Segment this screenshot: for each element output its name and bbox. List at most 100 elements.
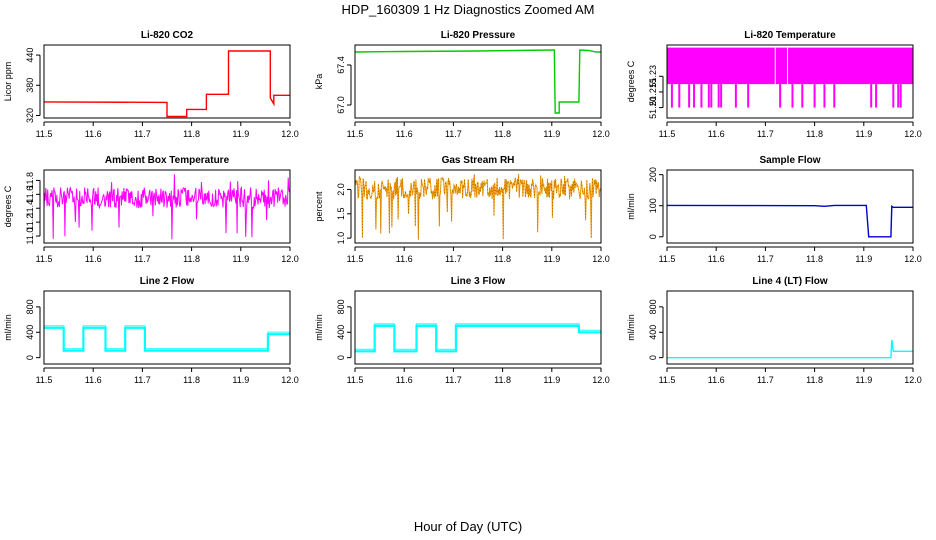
- x-tick-label: 11.5: [36, 254, 53, 264]
- plot-frame: [43, 290, 291, 365]
- chart-panel-4: Ambient Box Temperature degrees C 11.5 11.6…: [3, 155, 299, 264]
- plot-frame: [666, 44, 914, 119]
- series-line-noise: [44, 325, 290, 350]
- y-tick-label: 800: [336, 299, 346, 314]
- data-layer: [667, 339, 913, 359]
- y-tick-label: 67.4: [336, 56, 346, 74]
- y-tick-label: 0: [648, 355, 658, 360]
- x-tick-label: 11.8: [806, 254, 823, 264]
- y-axis-label: Licor ppm: [3, 62, 13, 102]
- y-axis-label: degrees C: [626, 60, 636, 102]
- x-tick-label: 11.9: [855, 375, 872, 385]
- y-tick-label: 400: [25, 325, 35, 340]
- series-line-noise: [355, 323, 601, 350]
- x-tick-label: 11.9: [232, 129, 249, 139]
- series-line: [44, 326, 290, 352]
- y-axis-label: ml/min: [3, 314, 13, 341]
- series-line: [667, 204, 913, 238]
- plot-frame: [43, 44, 291, 119]
- x-tick-label: 12.0: [281, 254, 299, 264]
- chart-title: Gas Stream RH: [442, 155, 515, 166]
- y-tick-label: 200: [648, 167, 658, 182]
- y-tick-label: 800: [648, 299, 658, 314]
- series-line: [44, 174, 290, 240]
- x-tick-label: 11.8: [806, 375, 823, 385]
- x-tick-label: 11.7: [757, 375, 774, 385]
- x-tick-label: 11.7: [757, 254, 774, 264]
- x-tick-label: 11.8: [183, 375, 200, 385]
- y-tick-label: 100: [648, 198, 658, 213]
- data-layer: [355, 174, 601, 240]
- chart-title: Line 2 Flow: [140, 276, 195, 287]
- data-layer: [44, 50, 290, 118]
- x-tick-label: 11.6: [85, 254, 102, 264]
- x-tick-label: 12.0: [592, 129, 610, 139]
- y-tick-label: 320: [25, 108, 35, 123]
- chart-panel-1: Li-820 CO2 Licor ppm 11.5 11.6 11.7 11.8 11.9 1…: [3, 30, 299, 139]
- y-tick-label: 67.0: [336, 96, 346, 114]
- y-axis-label: ml/min: [626, 314, 636, 341]
- series-band: [667, 47, 913, 85]
- y-tick-label: 1.0: [336, 232, 346, 245]
- x-tick-label: 12.0: [904, 375, 922, 385]
- x-tick-label: 11.8: [494, 254, 511, 264]
- x-tick-label: 11.8: [183, 254, 200, 264]
- y-tick-label: 0: [336, 355, 346, 360]
- y-tick-label: 51.23: [648, 65, 658, 88]
- y-axis-label: kPa: [314, 74, 324, 90]
- y-tick-label: 11.0: [25, 228, 35, 245]
- data-layer: [355, 323, 601, 353]
- x-tick-label: 12.0: [592, 375, 610, 385]
- y-tick-label: 11.8: [25, 172, 35, 189]
- y-tick-label: 2.0: [336, 183, 346, 196]
- x-tick-label: 11.7: [445, 254, 462, 264]
- x-tick-label: 12.0: [281, 375, 299, 385]
- y-tick-label: 11.4: [25, 200, 35, 217]
- x-tick-label: 11.5: [659, 129, 676, 139]
- x-tick-label: 11.6: [708, 375, 725, 385]
- series-line: [667, 339, 913, 359]
- x-tick-label: 12.0: [592, 254, 610, 264]
- chart-panel-5: Gas Stream RH percent 11.5 11.6 11.7 11.8 11.9…: [314, 155, 610, 264]
- chart-title: Ambient Box Temperature: [105, 155, 230, 166]
- series-line: [355, 324, 601, 353]
- x-tick-label: 11.5: [659, 254, 676, 264]
- x-tick-label: 11.7: [134, 375, 151, 385]
- chart-title: Line 4 (LT) Flow: [752, 276, 828, 287]
- y-tick-label: 51.215: [648, 78, 658, 106]
- plot-frame: [354, 44, 602, 119]
- chart-panel-3: Li-820 Temperature degrees C 11.5 11.6 11.7 1…: [626, 30, 922, 139]
- x-tick-label: 12.0: [281, 129, 299, 139]
- data-layer: [355, 49, 601, 114]
- chart-panel-8: Line 3 Flow ml/min 11.5 11.6 11.7 11.8 11.9 12.…: [314, 276, 610, 385]
- data-layer: [667, 204, 913, 238]
- series-line: [355, 49, 601, 114]
- plot-frame: [354, 169, 602, 244]
- chart-panel-7: Line 2 Flow ml/min 11.5 11.6 11.7 11.8 11.9 12.…: [3, 276, 299, 385]
- x-tick-label: 12.0: [904, 129, 922, 139]
- series-line: [44, 50, 290, 118]
- x-tick-label: 11.7: [134, 254, 151, 264]
- series-points: [355, 174, 601, 240]
- x-tick-label: 11.8: [806, 129, 823, 139]
- y-axis-label: degrees C: [3, 185, 13, 227]
- x-tick-label: 11.5: [347, 254, 364, 264]
- y-tick-label: 400: [648, 325, 658, 340]
- y-tick-label: 0: [25, 355, 35, 360]
- x-tick-label: 11.5: [347, 375, 364, 385]
- y-tick-label: 800: [25, 299, 35, 314]
- y-axis-label: ml/min: [626, 193, 636, 220]
- chart-title: Sample Flow: [759, 155, 820, 166]
- chart-panel-2: Li-820 Pressure kPa 11.5 11.6 11.7 11.8 11.9 12…: [314, 30, 610, 139]
- x-tick-label: 11.6: [396, 254, 413, 264]
- chart-panel-9: Line 4 (LT) Flow ml/min 11.5 11.6 11.7 11.8 11…: [626, 276, 922, 385]
- x-tick-label: 11.9: [543, 375, 560, 385]
- y-axis-label: ml/min: [314, 314, 324, 341]
- figure-title: HDP_160309 1 Hz Diagnostics Zoomed AM: [342, 2, 595, 17]
- chart-title: Li-820 CO2: [141, 30, 194, 41]
- x-tick-label: 11.7: [134, 129, 151, 139]
- x-tick-label: 11.7: [445, 129, 462, 139]
- x-tick-label: 11.9: [855, 254, 872, 264]
- y-tick-label: 0: [648, 234, 658, 239]
- x-tick-label: 11.6: [85, 375, 102, 385]
